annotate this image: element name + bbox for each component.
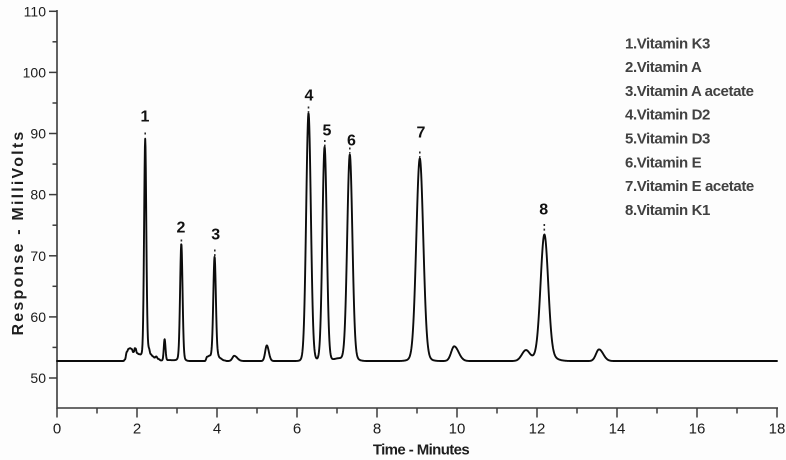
svg-text:100: 100	[23, 65, 47, 81]
svg-text:8.Vitamin K1: 8.Vitamin K1	[625, 202, 710, 219]
svg-text:2: 2	[133, 421, 141, 438]
svg-text:110: 110	[24, 3, 47, 19]
svg-text:5: 5	[323, 122, 332, 139]
svg-text:7: 7	[417, 124, 426, 141]
svg-text:60: 60	[30, 309, 46, 325]
svg-text:90: 90	[30, 126, 46, 142]
svg-text:4: 4	[305, 87, 314, 104]
svg-text:12: 12	[529, 421, 546, 438]
svg-text:1.Vitamin K3: 1.Vitamin K3	[625, 35, 710, 52]
svg-text:3.Vitamin A acetate: 3.Vitamin A acetate	[625, 83, 754, 100]
svg-text:70: 70	[30, 248, 46, 264]
svg-text:50: 50	[30, 370, 46, 386]
svg-text:Response - MilliVolts: Response - MilliVolts	[10, 130, 27, 336]
svg-text:18: 18	[769, 421, 786, 438]
svg-text:6.Vitamin E: 6.Vitamin E	[625, 154, 702, 171]
svg-text:14: 14	[609, 421, 626, 438]
svg-text:Time - Minutes: Time - Minutes	[373, 442, 470, 459]
svg-text:5.Vitamin D3: 5.Vitamin D3	[625, 131, 710, 148]
svg-text:2.Vitamin A: 2.Vitamin A	[625, 59, 702, 76]
svg-text:16: 16	[689, 421, 706, 438]
svg-text:2: 2	[177, 219, 186, 236]
svg-text:8: 8	[539, 201, 548, 218]
svg-text:80: 80	[30, 187, 46, 203]
svg-text:1: 1	[140, 108, 149, 125]
svg-text:0: 0	[53, 421, 61, 438]
svg-text:4.Vitamin D2: 4.Vitamin D2	[625, 107, 710, 124]
svg-text:7.Vitamin E acetate: 7.Vitamin E acetate	[625, 178, 754, 195]
svg-text:3: 3	[211, 226, 220, 243]
svg-text:6: 6	[293, 421, 301, 438]
svg-text:6: 6	[347, 132, 356, 149]
svg-text:10: 10	[449, 421, 466, 438]
svg-text:4: 4	[213, 421, 221, 438]
svg-text:8: 8	[373, 421, 381, 438]
